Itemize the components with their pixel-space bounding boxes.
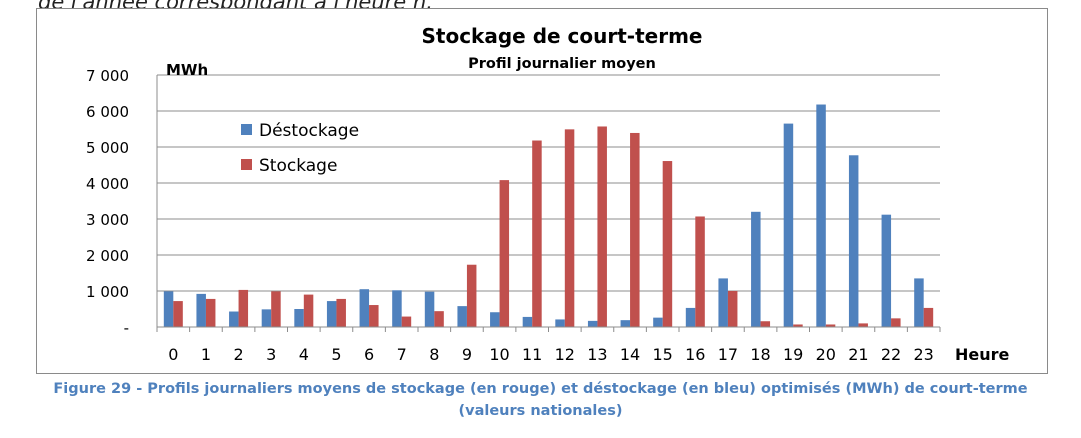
bar-stockage bbox=[271, 291, 281, 327]
x-tick-label: 16 bbox=[685, 345, 705, 364]
bar-stockage bbox=[695, 216, 705, 327]
legend-label: Déstockage bbox=[259, 121, 359, 141]
bar-stockage bbox=[434, 311, 444, 327]
x-tick-label: 21 bbox=[848, 345, 868, 364]
bar-destockage bbox=[718, 278, 728, 327]
x-tick-label: 20 bbox=[816, 345, 836, 364]
bar-stockage bbox=[564, 129, 575, 327]
bar-stockage bbox=[793, 324, 803, 327]
bar-destockage bbox=[163, 291, 174, 327]
x-axis-label: Heure bbox=[955, 345, 1010, 364]
figure-caption-line1: Figure 29 - Profils journaliers moyens d… bbox=[53, 381, 1028, 397]
bar-destockage bbox=[359, 289, 370, 327]
bar-stockage bbox=[662, 161, 673, 327]
bar-stockage bbox=[369, 305, 379, 327]
bar-destockage bbox=[653, 317, 663, 327]
bar-destockage bbox=[490, 312, 500, 327]
bar-stockage bbox=[303, 294, 314, 327]
chart-title: Stockage de court-terme bbox=[422, 24, 703, 48]
x-tick-label: 1 bbox=[201, 345, 211, 364]
bar-stockage bbox=[238, 289, 249, 327]
x-tick-label: 10 bbox=[489, 345, 509, 364]
y-axis-label: MWh bbox=[166, 61, 208, 79]
bar-stockage bbox=[597, 126, 607, 327]
y-tick-label: 3 000 bbox=[86, 211, 129, 229]
bar-destockage bbox=[392, 290, 402, 327]
bar-destockage bbox=[294, 309, 304, 327]
bar-destockage bbox=[848, 155, 859, 327]
bar-destockage bbox=[587, 320, 598, 327]
bar-destockage bbox=[881, 214, 892, 327]
x-tick-label: 18 bbox=[750, 345, 770, 364]
bar-destockage bbox=[196, 293, 206, 327]
bar-stockage bbox=[923, 307, 934, 327]
bar-destockage bbox=[816, 104, 826, 328]
x-tick-label: 0 bbox=[168, 345, 178, 364]
bar-stockage bbox=[205, 298, 216, 327]
y-tick-label: - bbox=[124, 319, 129, 337]
bar-destockage bbox=[261, 309, 272, 327]
bar-destockage bbox=[685, 307, 696, 327]
bar-destockage bbox=[555, 319, 565, 327]
x-tick-label: 23 bbox=[914, 345, 934, 364]
bar-destockage bbox=[783, 123, 794, 327]
legend-swatch bbox=[241, 124, 252, 135]
bar-stockage bbox=[532, 140, 542, 327]
x-tick-label: 5 bbox=[331, 345, 341, 364]
bar-stockage bbox=[630, 132, 640, 327]
x-tick-label: 2 bbox=[233, 345, 243, 364]
y-tick-label: 1 000 bbox=[86, 283, 129, 301]
x-tick-label: 13 bbox=[587, 345, 607, 364]
x-tick-label: 8 bbox=[429, 345, 439, 364]
bar-destockage bbox=[620, 320, 631, 327]
y-tick-label: 7 000 bbox=[86, 67, 129, 85]
x-tick-label: 6 bbox=[364, 345, 374, 364]
bar-stockage bbox=[727, 291, 738, 327]
x-tick-label: 17 bbox=[718, 345, 738, 364]
bar-stockage bbox=[173, 301, 183, 327]
bar-destockage bbox=[229, 311, 239, 327]
x-tick-label: 11 bbox=[522, 345, 542, 364]
bar-stockage bbox=[760, 321, 771, 327]
legend-swatch bbox=[241, 159, 252, 170]
x-tick-label: 7 bbox=[397, 345, 407, 364]
bar-destockage bbox=[914, 278, 924, 327]
bar-stockage bbox=[466, 264, 477, 327]
bar-stockage bbox=[499, 180, 510, 327]
bar-stockage bbox=[825, 324, 836, 327]
bar-stockage bbox=[891, 318, 901, 327]
x-tick-label: 12 bbox=[555, 345, 575, 364]
y-tick-label: 2 000 bbox=[86, 247, 129, 265]
x-tick-label: 19 bbox=[783, 345, 803, 364]
bar-destockage bbox=[326, 301, 337, 327]
x-tick-label: 14 bbox=[620, 345, 640, 364]
bar-destockage bbox=[522, 316, 533, 327]
x-tick-label: 3 bbox=[266, 345, 276, 364]
y-tick-label: 5 000 bbox=[86, 139, 129, 157]
x-tick-label: 4 bbox=[299, 345, 309, 364]
bar-stockage bbox=[336, 298, 346, 327]
bars bbox=[163, 104, 934, 328]
legend-label: Stockage bbox=[259, 156, 337, 176]
y-tick-label: 4 000 bbox=[86, 175, 129, 193]
x-tick-label: 22 bbox=[881, 345, 901, 364]
bar-destockage bbox=[751, 211, 761, 327]
y-tick-label: 6 000 bbox=[86, 103, 129, 121]
x-tick-label: 9 bbox=[462, 345, 472, 364]
legend: Déstockage Stockage bbox=[241, 121, 359, 176]
bar-stockage bbox=[401, 316, 412, 327]
x-tick-label: 15 bbox=[653, 345, 673, 364]
bar-destockage bbox=[457, 306, 467, 327]
bar-stockage bbox=[858, 323, 868, 327]
chart-subtitle: Profil journalier moyen bbox=[468, 56, 656, 72]
figure-caption-line2: (valeurs nationales) bbox=[458, 403, 623, 419]
bar-destockage bbox=[424, 291, 435, 327]
gridlines bbox=[157, 74, 940, 292]
